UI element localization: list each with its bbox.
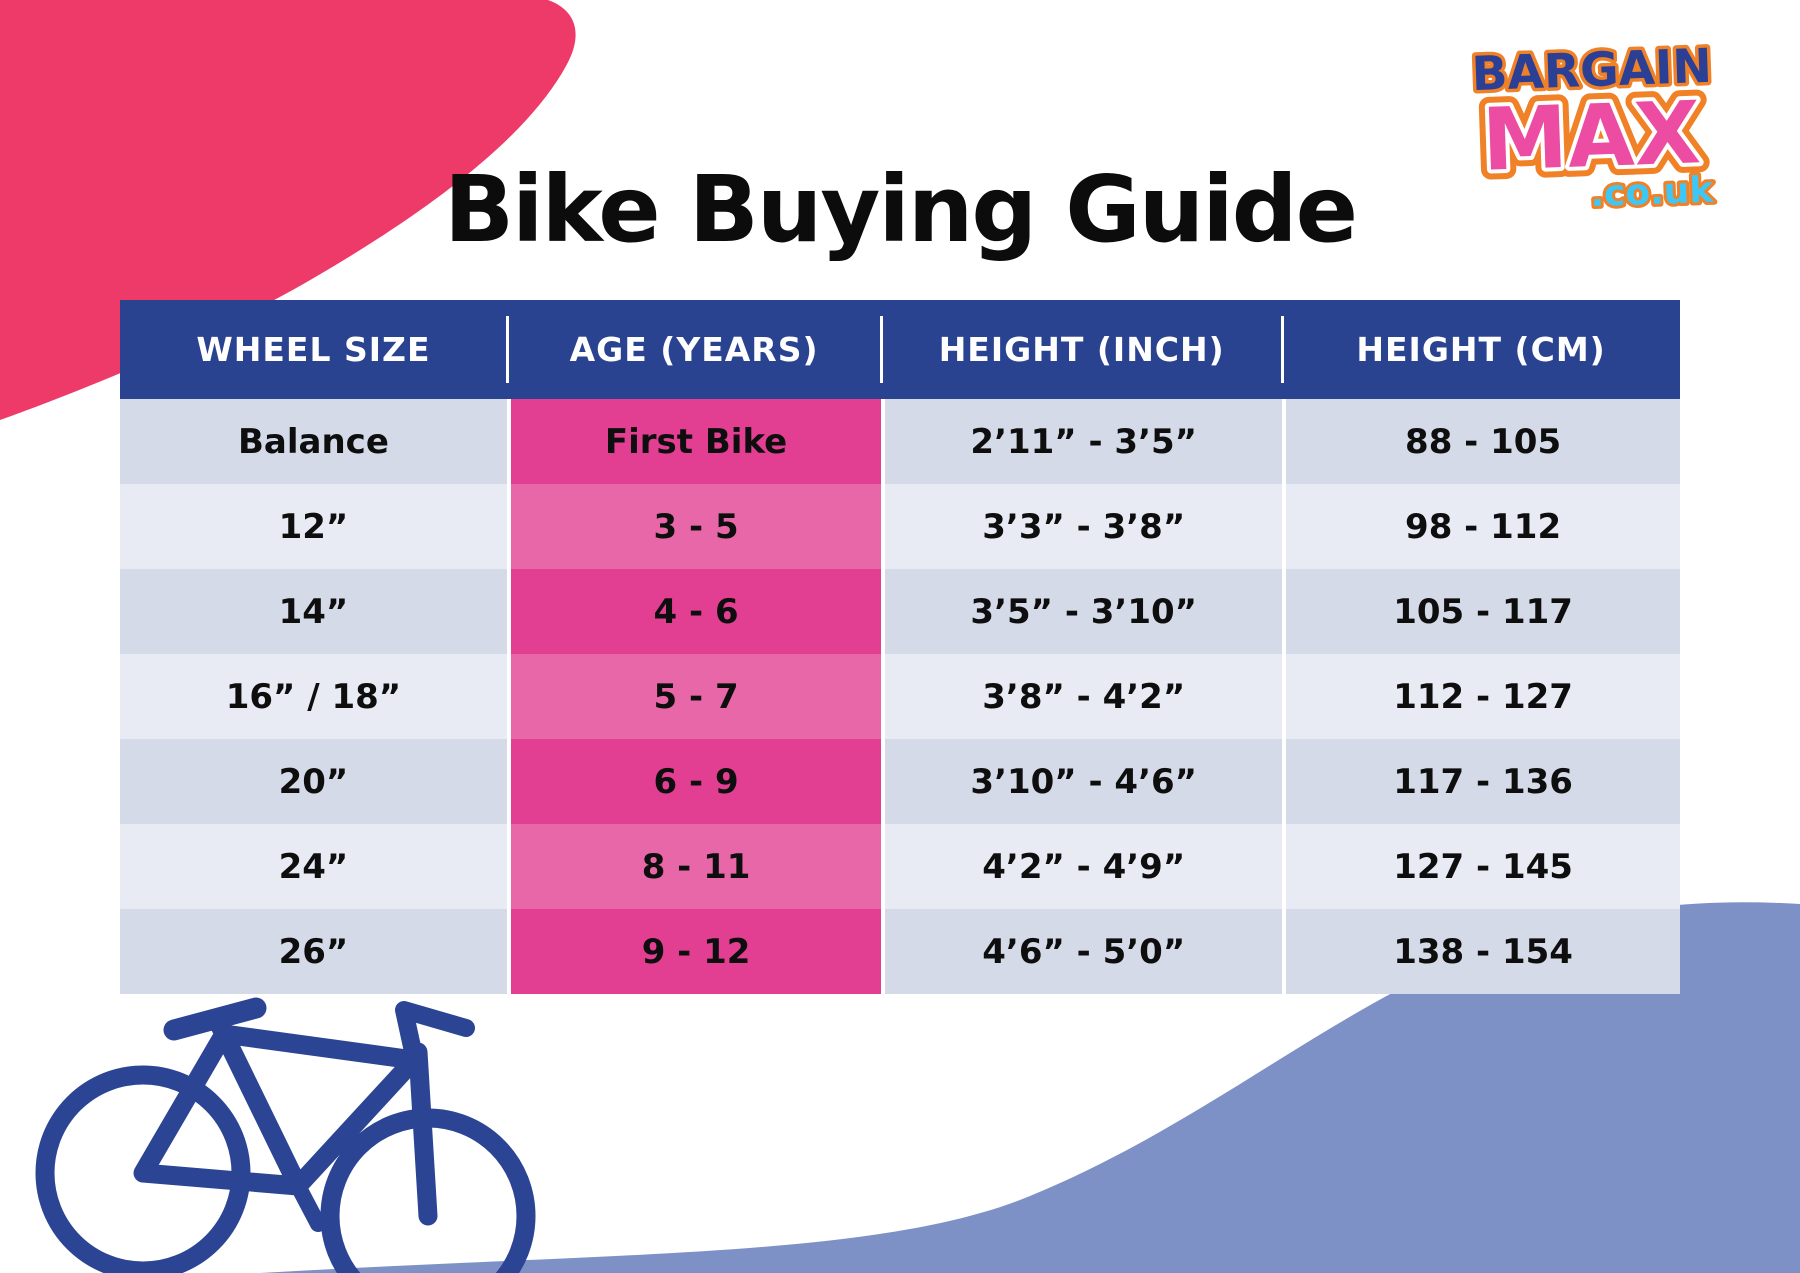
table-cell: 88 - 105 <box>1282 399 1680 484</box>
column-header-height-inch: HEIGHT (INCH) <box>880 300 1282 399</box>
table-cell: 138 - 154 <box>1282 909 1680 994</box>
logo-text-max: MAX <box>1480 83 1702 191</box>
page-title: Bike Buying Guide <box>443 156 1358 263</box>
age-cell: 3 - 5 <box>506 484 882 569</box>
table-cell: 16” / 18” <box>225 676 402 717</box>
age-cell: 8 - 11 <box>506 824 882 909</box>
table-row: 20” 6 - 9 3’10” - 4’6” 117 - 136 <box>120 739 1680 824</box>
logo-text-bargain: BARGAIN <box>1471 39 1713 102</box>
bike-saddle <box>163 997 267 1041</box>
age-cell: 4 - 6 <box>506 569 882 654</box>
table-cell: 3’10” - 4’6” <box>881 739 1282 824</box>
bicycle-illustration <box>35 997 536 1273</box>
table-cell: 3’5” - 3’10” <box>881 569 1282 654</box>
blue-wave-shape <box>260 902 1800 1273</box>
table-cell: 20” <box>278 761 349 802</box>
table-cell: 4’6” - 5’0” <box>881 909 1282 994</box>
bargainmax-logo: BARGAIN MAX MAX .co.uk <box>1467 35 1718 218</box>
table-cell: Balance <box>238 421 389 462</box>
table-cell: 105 - 117 <box>1282 569 1680 654</box>
size-guide-table: WHEEL SIZE AGE (YEARS) HEIGHT (INCH) HEI… <box>120 300 1680 994</box>
table-header-row: WHEEL SIZE AGE (YEARS) HEIGHT (INCH) HEI… <box>120 300 1680 399</box>
bike-handlebar <box>395 1001 475 1065</box>
table-row: 12” 3 - 5 3’3” - 3’8” 98 - 112 <box>120 484 1680 569</box>
table-row: 26” 9 - 12 4’6” - 5’0” 138 - 154 <box>120 909 1680 994</box>
table-cell: 2’11” - 3’5” <box>881 399 1282 484</box>
bike-pedal-crank <box>290 1178 326 1232</box>
column-header-wheel-size: WHEEL SIZE <box>196 330 431 369</box>
table-cell: 26” <box>278 931 349 972</box>
table-cell: 112 - 127 <box>1282 654 1680 739</box>
logo-text-max-outline: MAX <box>1480 83 1702 191</box>
table-cell: 4’2” - 4’9” <box>881 824 1282 909</box>
table-cell: 3’8” - 4’2” <box>881 654 1282 739</box>
logo-text-couk: .co.uk <box>1590 170 1715 215</box>
table-row: 16” / 18” 5 - 7 3’8” - 4’2” 112 - 127 <box>120 654 1680 739</box>
column-header-age-years: AGE (YEARS) <box>505 300 881 399</box>
table-body: Balance First Bike 2’11” - 3’5” 88 - 105 12”… <box>120 399 1680 994</box>
table-row: 14” 4 - 6 3’5” - 3’10” 105 - 117 <box>120 569 1680 654</box>
table-row: Balance First Bike 2’11” - 3’5” 88 - 105 <box>120 399 1680 484</box>
age-cell: 5 - 7 <box>506 654 882 739</box>
bike-fork <box>408 1042 438 1226</box>
age-cell: 6 - 9 <box>506 739 882 824</box>
table-cell: 12” <box>278 506 349 547</box>
table-cell: 98 - 112 <box>1282 484 1680 569</box>
table-cell: 14” <box>278 591 349 632</box>
table-cell: 24” <box>278 846 349 887</box>
column-header-height-cm: HEIGHT (CM) <box>1281 300 1680 399</box>
age-cell: 9 - 12 <box>506 909 882 994</box>
table-row: 24” 8 - 11 4’2” - 4’9” 127 - 145 <box>120 824 1680 909</box>
table-cell: 127 - 145 <box>1282 824 1680 909</box>
table-cell: 117 - 136 <box>1282 739 1680 824</box>
bike-frame <box>133 1016 424 1196</box>
age-cell: First Bike <box>506 399 882 484</box>
table-cell: 3’3” - 3’8” <box>881 484 1282 569</box>
